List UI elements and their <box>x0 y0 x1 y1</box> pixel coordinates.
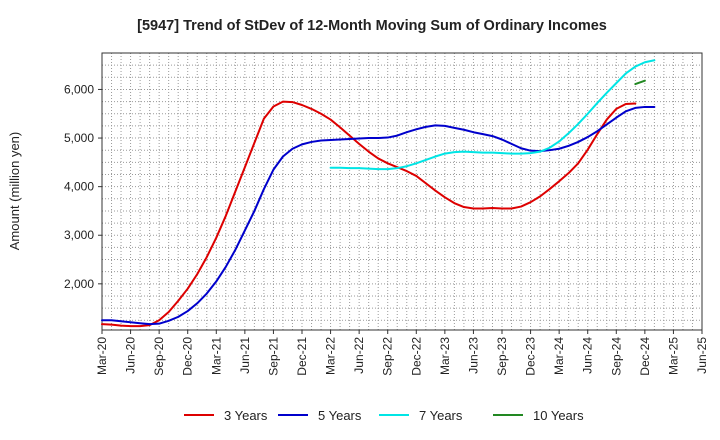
x-tick-label: Sep-20 <box>152 337 166 376</box>
x-tick-label: Sep-23 <box>495 337 509 376</box>
plot-area <box>102 53 702 330</box>
x-tick-label: Jun-23 <box>466 337 480 374</box>
x-tick-label: Jun-25 <box>695 337 709 374</box>
legend-label: 10 Years <box>533 408 584 423</box>
x-tick-label: Jun-20 <box>124 337 138 374</box>
legend-label: 7 Years <box>419 408 463 423</box>
x-tick-label: Jun-22 <box>352 337 366 374</box>
y-tick-label: 4,000 <box>64 180 94 194</box>
x-tick-label: Dec-24 <box>638 337 652 376</box>
series-line-3-years <box>101 100 637 328</box>
legend-label: 5 Years <box>318 408 362 423</box>
x-tick-label: Sep-24 <box>609 337 623 376</box>
y-tick-label: 3,000 <box>64 228 94 242</box>
y-axis: 2,000 3,000 4,000 5,000 6,000 <box>64 82 102 291</box>
y-tick-label: 6,000 <box>64 82 94 96</box>
x-tick-label: Mar-22 <box>324 337 338 375</box>
x-tick-label: Sep-22 <box>381 337 395 376</box>
plot-border <box>101 52 703 331</box>
y-axis-label: Amount (million yen) <box>7 132 22 251</box>
series-group <box>101 59 656 328</box>
x-tick-label: Mar-21 <box>209 337 223 375</box>
legend: 3 Years 5 Years 7 Years 10 Years <box>184 408 584 423</box>
x-tick-label: Dec-22 <box>409 337 423 376</box>
y-tick-label: 5,000 <box>64 131 94 145</box>
x-tick-label: Jun-21 <box>238 337 252 374</box>
series-line-5-years <box>101 105 656 326</box>
grid <box>102 53 702 330</box>
x-tick-label: Jun-24 <box>581 337 595 374</box>
x-tick-label: Dec-23 <box>524 337 538 376</box>
x-tick-label: Mar-25 <box>666 337 680 375</box>
legend-label: 3 Years <box>224 408 268 423</box>
x-tick-label: Dec-20 <box>181 337 195 376</box>
x-axis: Mar-20 Jun-20 Sep-20 Dec-20 Mar-21 Jun-21 Sep-… <box>95 330 709 376</box>
series-line-10-years <box>634 79 646 86</box>
x-tick-label: Mar-24 <box>552 337 566 375</box>
x-tick-label: Mar-23 <box>438 337 452 375</box>
y-tick-label: 2,000 <box>64 277 94 291</box>
chart-title: [5947] Trend of StDev of 12-Month Moving… <box>137 18 607 34</box>
x-tick-label: Mar-20 <box>95 337 109 375</box>
series-line-7-years <box>329 59 656 171</box>
x-tick-label: Dec-21 <box>295 337 309 376</box>
x-tick-label: Sep-21 <box>266 337 280 376</box>
